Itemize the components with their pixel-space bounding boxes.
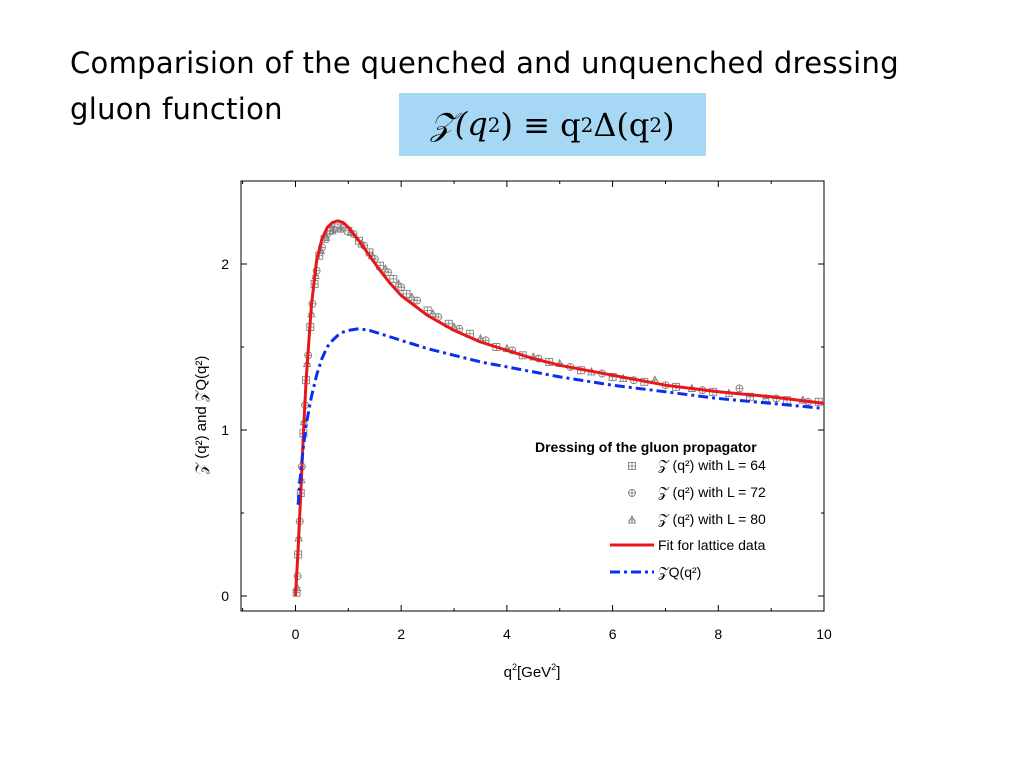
legend-label: 𝒵 (q²) with L = 80 <box>658 511 766 527</box>
legend-label: 𝒵 (q²) with L = 64 <box>658 457 766 473</box>
plot-frame <box>240 180 825 612</box>
data-point <box>407 292 416 301</box>
formula-close: ) <box>662 105 675 144</box>
series-layer <box>292 219 825 597</box>
data-point <box>402 289 411 298</box>
legend: Dressing of the gluon propagator 𝒵 (q²) … <box>535 439 766 580</box>
data-point <box>394 278 403 288</box>
x-axis-label-q: q <box>504 664 512 681</box>
y-tick-label: 1 <box>221 422 229 438</box>
legend-marker <box>628 489 636 497</box>
x-axis-label-sup: 2 <box>512 662 517 672</box>
y-tick-label: 2 <box>221 256 229 272</box>
data-point <box>735 384 744 393</box>
data-point <box>336 224 345 233</box>
legend-item: Fit for lattice data <box>610 537 766 553</box>
legend-title: Dressing of the gluon propagator <box>535 439 757 455</box>
formula-exp-2: 2 <box>580 112 594 137</box>
data-point <box>328 225 337 235</box>
legend-label: Fit for lattice data <box>658 537 766 553</box>
x-tick-label: 6 <box>609 626 617 642</box>
y-tick-label: 0 <box>221 588 229 604</box>
y-axis-label: 𝒵 (q²) and 𝒵Q(q²) <box>193 356 210 475</box>
fit-curve <box>294 219 825 597</box>
legend-label: 𝒵 (q²) with L = 72 <box>658 484 766 500</box>
legend-item: 𝒵Q(q²) <box>610 564 701 580</box>
x-tick-label: 2 <box>397 626 405 642</box>
legend-item: 𝒵 (q²) with L = 64 <box>628 457 766 473</box>
axis-ticks: 0 2 4 6 8 10 0 1 2 <box>221 180 832 642</box>
legend-items: 𝒵 (q²) with L = 64 𝒵 (q²) with L = 72 𝒵 (q… <box>610 457 766 580</box>
x-tick-label: 4 <box>503 626 511 642</box>
formula-exp-3: 2 <box>649 112 663 137</box>
x-axis-label-sup2: 2 <box>551 662 556 672</box>
data-point <box>389 274 398 283</box>
data-point <box>381 263 390 273</box>
formula-lhs: 𝒵(q <box>430 105 488 143</box>
x-axis-label-end: ] <box>556 664 560 681</box>
x-tick-label: 0 <box>292 626 300 642</box>
quenched-curve <box>296 327 825 505</box>
formula-rhs: Δ(q <box>593 105 650 144</box>
legend-item: 𝒵 (q²) with L = 80 <box>627 511 766 527</box>
legend-marker <box>628 462 636 470</box>
x-axis-label-rest: [GeV <box>517 664 551 681</box>
legend-item: 𝒵 (q²) with L = 72 <box>628 484 766 500</box>
x-tick-label: 10 <box>816 626 832 642</box>
x-axis-label: q2[GeV2] <box>504 662 561 681</box>
formula-box: 𝒵(q 2) ≡ q 2 Δ(q 2) <box>399 93 706 156</box>
legend-marker <box>627 514 637 524</box>
x-tick-label: 8 <box>714 626 722 642</box>
legend-label: 𝒵Q(q²) <box>658 564 701 580</box>
formula-mid: ) ≡ q <box>500 105 581 144</box>
formula-exp-1: 2 <box>487 112 501 137</box>
slide-title: Comparision of the quenched and unquench… <box>70 46 899 126</box>
